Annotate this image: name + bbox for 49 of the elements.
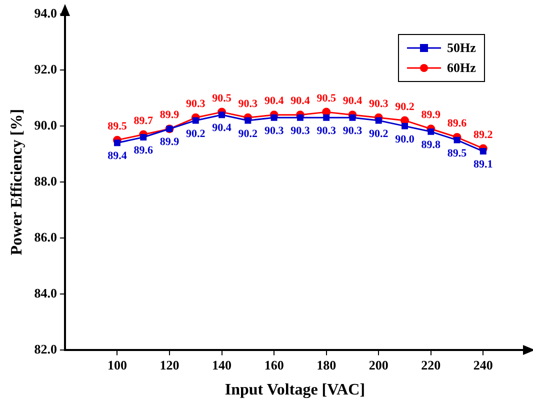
y-tick-label: 92.0 — [34, 61, 57, 76]
data-label: 90.3 — [342, 125, 363, 138]
y-tick-label: 82.0 — [34, 342, 57, 357]
y-tick-label: 94.0 — [34, 5, 57, 20]
data-label: 90.3 — [316, 125, 336, 138]
y-tick-label: 86.0 — [34, 229, 57, 244]
data-label: 90.5 — [212, 92, 232, 104]
x-tick-label: 120 — [160, 357, 180, 372]
data-label: 89.5 — [108, 120, 128, 132]
data-label: 90.3 — [264, 125, 284, 138]
data-label: 90.3 — [290, 125, 310, 138]
data-label: 89.6 — [447, 118, 468, 130]
data-label: 89.6 — [134, 144, 154, 157]
x-axis-title: Input Voltage [VAC] — [224, 382, 366, 399]
data-label: 89.7 — [134, 114, 154, 127]
x-tick-label: 220 — [421, 357, 441, 372]
y-tick-label: 88.0 — [34, 173, 57, 188]
y-axis-title: Power Efficiency [%] — [8, 108, 26, 256]
x-tick-label: 140 — [212, 357, 232, 372]
x-tick-label: 160 — [264, 357, 284, 372]
data-label: 90.3 — [368, 98, 389, 110]
data-label: 90.2 — [238, 128, 258, 140]
data-label: 90.5 — [316, 92, 336, 104]
x-tick-label: 200 — [368, 357, 388, 372]
data-label: 89.4 — [108, 150, 128, 162]
data-label: 89.9 — [160, 136, 180, 148]
x-tick-label: 180 — [316, 357, 336, 372]
data-label: 89.5 — [447, 147, 468, 160]
data-label: 90.3 — [238, 98, 258, 110]
data-label: 90.0 — [395, 133, 415, 146]
data-label: 89.1 — [474, 158, 493, 171]
data-label: 90.4 — [290, 95, 310, 108]
data-label: 89.9 — [421, 109, 442, 122]
data-label: 90.4 — [212, 122, 232, 134]
legend-label: 50Hz — [447, 40, 476, 56]
y-tick-label: 84.0 — [34, 286, 57, 301]
x-tick-label: 240 — [473, 357, 493, 372]
legend-label: 60Hz — [447, 60, 476, 76]
x-tick-label: 100 — [107, 357, 127, 372]
data-label: 90.3 — [186, 98, 206, 110]
data-label: 89.8 — [421, 139, 442, 152]
data-label: 90.2 — [395, 100, 415, 113]
data-label: 89.2 — [474, 128, 494, 141]
data-label: 90.2 — [186, 128, 206, 140]
y-tick-label: 90.0 — [34, 117, 57, 132]
data-label: 90.2 — [368, 128, 389, 140]
data-label: 90.4 — [264, 95, 284, 108]
data-label: 89.9 — [160, 109, 180, 122]
data-label: 90.4 — [342, 95, 363, 108]
